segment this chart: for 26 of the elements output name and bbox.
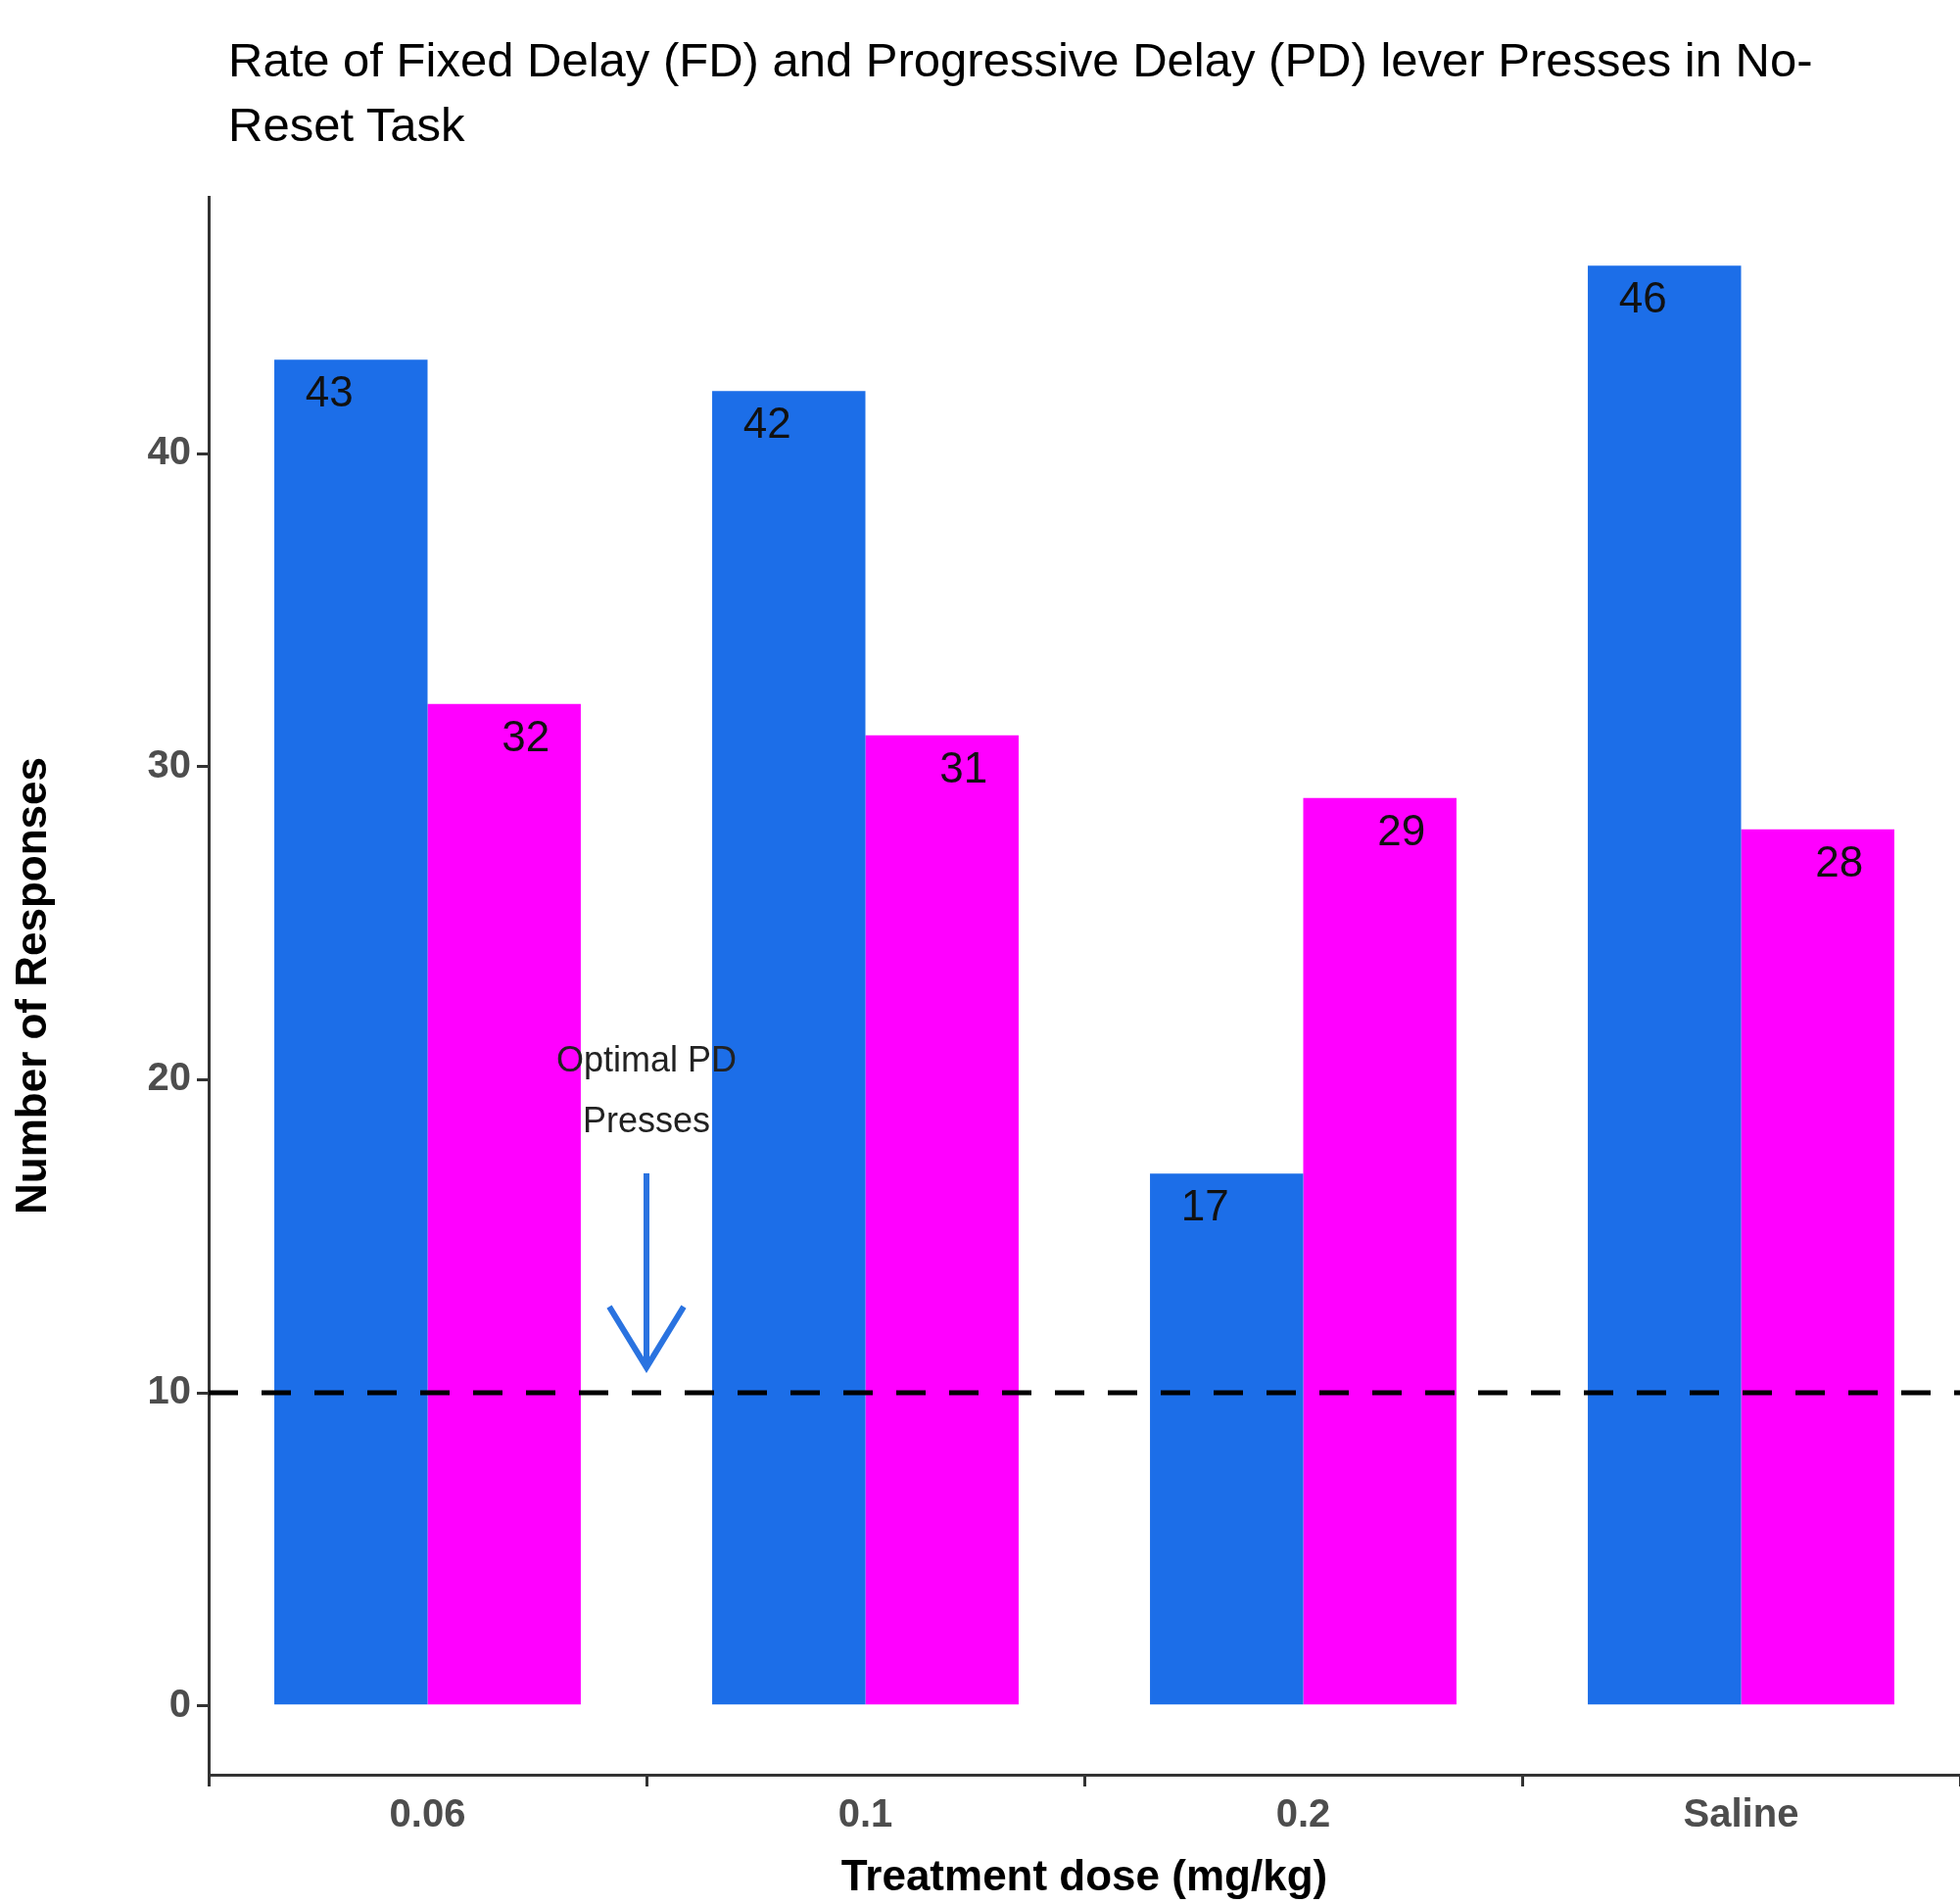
data-label: 28 bbox=[1815, 836, 1864, 885]
data-label: 43 bbox=[305, 367, 354, 416]
y-tick-label: 30 bbox=[147, 741, 191, 785]
x-axis-title: Treatment dose (mg/kg) bbox=[840, 1850, 1328, 1899]
data-label: 46 bbox=[1618, 273, 1667, 322]
data-label: 42 bbox=[742, 399, 791, 448]
y-tick-label: 10 bbox=[147, 1368, 191, 1412]
data-label: 32 bbox=[502, 711, 550, 760]
y-tick-label: 20 bbox=[147, 1055, 191, 1099]
y-axis-title: Number of Responses bbox=[6, 757, 55, 1214]
y-tick-label: 0 bbox=[168, 1681, 191, 1725]
bar bbox=[865, 735, 1019, 1705]
bar bbox=[1741, 829, 1894, 1705]
x-tick-label: 0.2 bbox=[1275, 1791, 1331, 1835]
bar bbox=[1150, 1173, 1304, 1705]
x-tick-label: 0.1 bbox=[837, 1791, 893, 1835]
data-label: 29 bbox=[1377, 805, 1426, 854]
bar bbox=[274, 359, 428, 1705]
bar bbox=[1303, 797, 1457, 1705]
x-tick-label: 0.06 bbox=[389, 1791, 466, 1835]
x-tick-label: Saline bbox=[1683, 1791, 1799, 1835]
bar bbox=[1588, 265, 1742, 1705]
data-label: 31 bbox=[939, 742, 988, 791]
chart-title: Rate of Fixed Delay (FD) and Progressive Delay (PD) lever Presses in No-Reset Task bbox=[228, 32, 1814, 153]
data-label: 17 bbox=[1180, 1181, 1229, 1230]
y-tick-label: 40 bbox=[147, 429, 191, 473]
